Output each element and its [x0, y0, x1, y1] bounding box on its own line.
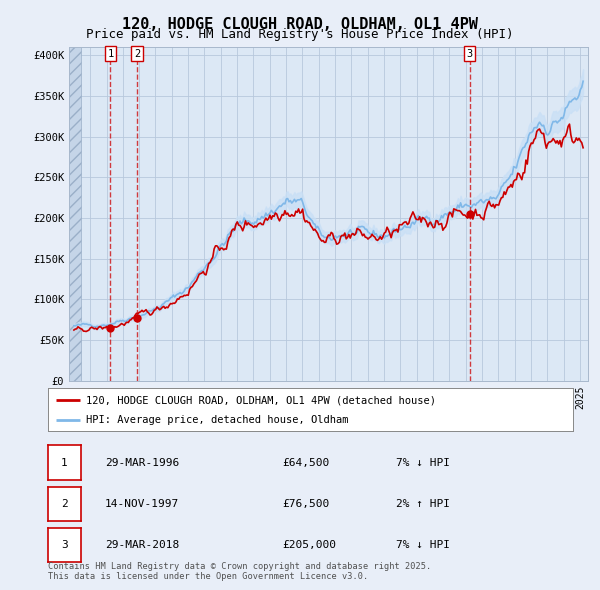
Text: 14-NOV-1997: 14-NOV-1997 — [105, 499, 179, 509]
Bar — [69, 47, 81, 381]
Text: 2% ↑ HPI: 2% ↑ HPI — [396, 499, 450, 509]
Text: 3: 3 — [61, 540, 68, 550]
Text: 29-MAR-2018: 29-MAR-2018 — [105, 540, 179, 550]
Text: 120, HODGE CLOUGH ROAD, OLDHAM, OL1 4PW: 120, HODGE CLOUGH ROAD, OLDHAM, OL1 4PW — [122, 17, 478, 31]
Text: 29-MAR-1996: 29-MAR-1996 — [105, 458, 179, 467]
Text: 120, HODGE CLOUGH ROAD, OLDHAM, OL1 4PW (detached house): 120, HODGE CLOUGH ROAD, OLDHAM, OL1 4PW … — [86, 395, 436, 405]
Text: 3: 3 — [466, 49, 473, 59]
Text: £205,000: £205,000 — [282, 540, 336, 550]
Text: 7% ↓ HPI: 7% ↓ HPI — [396, 540, 450, 550]
Text: 1: 1 — [107, 49, 113, 59]
Text: 7% ↓ HPI: 7% ↓ HPI — [396, 458, 450, 467]
Text: HPI: Average price, detached house, Oldham: HPI: Average price, detached house, Oldh… — [86, 415, 348, 425]
Text: Contains HM Land Registry data © Crown copyright and database right 2025.
This d: Contains HM Land Registry data © Crown c… — [48, 562, 431, 581]
Text: Price paid vs. HM Land Registry's House Price Index (HPI): Price paid vs. HM Land Registry's House … — [86, 28, 514, 41]
Text: 2: 2 — [61, 499, 68, 509]
Text: 2: 2 — [134, 49, 140, 59]
Text: £76,500: £76,500 — [282, 499, 329, 509]
Text: £64,500: £64,500 — [282, 458, 329, 467]
Text: 1: 1 — [61, 458, 68, 467]
